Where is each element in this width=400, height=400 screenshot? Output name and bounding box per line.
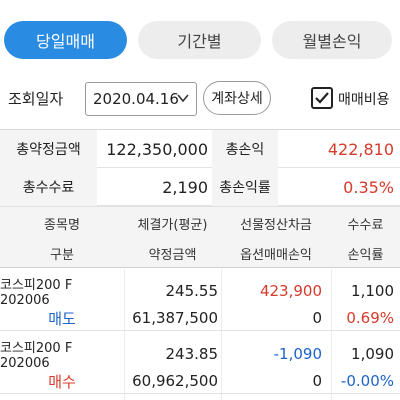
chevron-down-icon [177, 94, 189, 103]
trade-side: 매수 [48, 372, 76, 391]
total-pnl-rate-label: 총손익률 [212, 168, 278, 206]
futures-settlement: -1,090 [273, 345, 322, 363]
table-row[interactable]: 코스피200 F 202006 매수 243.85 60,962,500 -1,… [0, 332, 400, 394]
tab-monthly-pnl[interactable]: 월별손익 [272, 21, 392, 59]
total-pnl-label: 총손익 [212, 130, 278, 168]
tab-by-period[interactable]: 기간별 [138, 21, 261, 59]
avg-price: 245.55 [165, 282, 219, 300]
total-pnl-rate-value: 0.35% [343, 177, 394, 197]
summary-table: 총약정금액 122,350,000 총손익 422,810 총수수료 2,190… [0, 129, 400, 206]
column-divider [331, 269, 332, 400]
futures-settlement: 423,900 [259, 282, 322, 300]
table-row[interactable]: 코스피200 F 202006 매도 245.55 61,387,500 423… [0, 269, 400, 331]
header-futures-settlement: 선물정산차금 [240, 217, 312, 233]
item-name: 코스피200 F 202006 [0, 278, 73, 308]
summary-row: 총수수료 2,190 총손익률 0.35% [0, 168, 400, 206]
check-icon [315, 92, 329, 104]
pnl-rate: -0.00% [340, 372, 394, 390]
filter-bar: 조회일자 2020.04.16 계좌상세 매매비용 [0, 80, 400, 124]
header-item-name: 종목명 [44, 217, 80, 233]
total-fee-label: 총수수료 [0, 168, 97, 206]
header-avg-price: 체결가(평균) [137, 217, 208, 233]
account-detail-button[interactable]: 계좌상세 [203, 81, 271, 115]
total-fee-value: 2,190 [162, 177, 208, 197]
total-contract-label: 총약정금액 [0, 130, 97, 168]
avg-price: 243.85 [165, 345, 219, 363]
trade-side: 매도 [48, 309, 76, 328]
query-date-label: 조회일자 [8, 90, 64, 108]
header-option-pnl: 옵션매매손익 [240, 247, 312, 263]
period-tabs: 당일매매 기간별 월별손익 [0, 0, 400, 80]
column-divider [221, 269, 222, 400]
header-side: 구분 [50, 247, 74, 263]
summary-row: 총약정금액 122,350,000 총손익 422,810 [0, 130, 400, 168]
header-pnl-rate: 손익률 [347, 247, 384, 263]
total-contract-value: 122,350,000 [106, 139, 208, 159]
pnl-rate: 0.69% [346, 309, 394, 327]
header-contract-amount: 약정금액 [148, 247, 197, 263]
contract-amount: 61,387,500 [132, 309, 218, 327]
fee-value: 1,090 [351, 345, 394, 363]
tab-daily-trades[interactable]: 당일매매 [4, 21, 127, 59]
fee-value: 1,100 [351, 282, 394, 300]
date-value: 2020.04.16 [93, 90, 179, 108]
date-select[interactable]: 2020.04.16 [85, 82, 197, 116]
item-name: 코스피200 F 202006 [0, 341, 73, 371]
header-fee: 수수료 [347, 217, 384, 233]
option-pnl: 0 [312, 372, 322, 390]
fee-checkbox[interactable] [311, 87, 333, 109]
column-divider [124, 269, 125, 400]
trade-table-header: 종목명 체결가(평균) 선물정산차금 수수료 구분 약정금액 옵션매매손익 손익… [0, 206, 400, 268]
option-pnl: 0 [312, 309, 322, 327]
total-pnl-value: 422,810 [327, 139, 394, 159]
fee-checkbox-label: 매매비용 [338, 92, 390, 108]
contract-amount: 60,962,500 [132, 372, 218, 390]
